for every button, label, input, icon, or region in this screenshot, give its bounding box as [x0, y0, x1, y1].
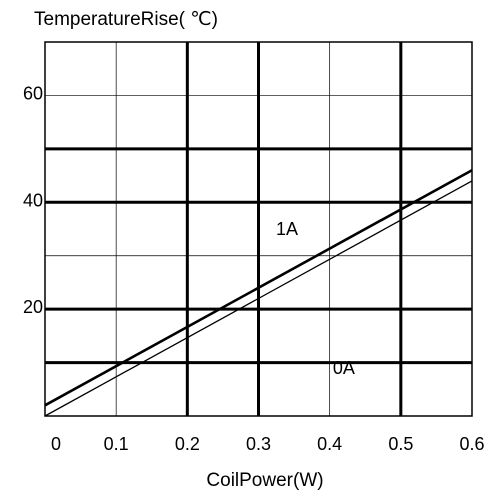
y-tick-label: 60 — [23, 83, 43, 103]
x-tick-label: 0.5 — [388, 434, 413, 454]
grid — [45, 42, 472, 416]
x-tick-label: 0.2 — [175, 434, 200, 454]
series-labels: 1A 0A — [276, 219, 355, 378]
y-axis-title: TemperatureRise( ℃) — [34, 9, 218, 30]
x-tick-label: 0 — [51, 434, 61, 454]
plot-frame — [44, 41, 473, 417]
x-tick-label: 0.3 — [246, 434, 271, 454]
x-axis-title: CoilPower(W) — [206, 470, 323, 491]
series-line-0A — [44, 180, 473, 417]
series-label-1A: 1A — [276, 219, 298, 239]
series-label-0A: 0A — [333, 358, 355, 378]
y-tick-label: 20 — [23, 297, 43, 317]
series-line-1A — [44, 169, 473, 407]
x-tick-label: 0.4 — [317, 434, 342, 454]
x-tick-label: 0.6 — [459, 434, 484, 454]
tick-labels: 0 0.1 0.2 0.3 0.4 0.5 0.6 20 40 60 — [23, 83, 485, 454]
x-tick-label: 0.1 — [104, 434, 129, 454]
series-lines — [44, 169, 473, 417]
y-tick-label: 40 — [23, 190, 43, 210]
